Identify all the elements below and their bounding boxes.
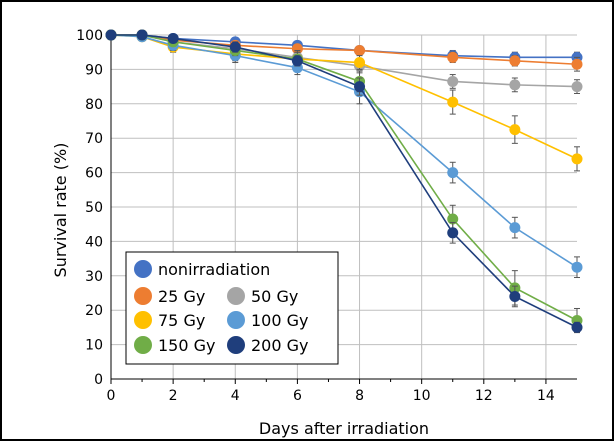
data-point-200-gy xyxy=(291,55,303,67)
data-point-50-gy xyxy=(447,75,459,87)
data-point-25-gy xyxy=(354,44,366,56)
x-tick-label: 14 xyxy=(537,388,555,404)
series-200-gy xyxy=(105,29,583,334)
legend-marker-200-gy xyxy=(227,336,245,354)
y-axis-title: Survival rate (%) xyxy=(51,143,70,278)
y-tick-label: 0 xyxy=(94,372,103,388)
legend-marker-25-gy xyxy=(134,287,152,305)
legend-marker-75-gy xyxy=(134,311,152,329)
data-point-100-gy xyxy=(509,222,521,234)
y-tick-label: 80 xyxy=(85,97,103,113)
x-tick-label: 2 xyxy=(169,388,178,404)
x-tick-label: 4 xyxy=(231,388,240,404)
y-tick-label: 60 xyxy=(85,166,103,182)
data-point-75-gy xyxy=(354,57,366,69)
y-tick-label: 20 xyxy=(85,303,103,319)
legend-marker-150-gy xyxy=(134,336,152,354)
legend-label-25-gy: 25 Gy xyxy=(158,287,205,306)
y-tick-label: 30 xyxy=(85,269,103,285)
legend-label-100-gy: 100 Gy xyxy=(251,311,309,330)
data-point-200-gy xyxy=(354,81,366,93)
y-tick-label: 50 xyxy=(85,200,103,216)
x-axis-title: Days after irradiation xyxy=(259,419,429,438)
series xyxy=(105,29,583,334)
data-point-25-gy xyxy=(291,43,303,55)
data-point-50-gy xyxy=(509,79,521,91)
data-point-25-gy xyxy=(509,55,521,67)
data-point-200-gy xyxy=(136,29,148,41)
data-point-200-gy xyxy=(167,32,179,44)
y-tick-label: 90 xyxy=(85,62,103,78)
x-tick-label: 12 xyxy=(475,388,493,404)
legend-marker-100-gy xyxy=(227,311,245,329)
legend-marker-50-gy xyxy=(227,287,245,305)
data-point-200-gy xyxy=(571,321,583,333)
legend-label-nonirradiation: nonirradiation xyxy=(158,260,270,279)
data-point-200-gy xyxy=(447,227,459,239)
data-point-200-gy xyxy=(105,29,117,41)
data-point-100-gy xyxy=(571,261,583,273)
legend: nonirradiation 25 Gy 50 Gy 75 Gy 100 Gy 150 G… xyxy=(125,251,339,365)
legend-marker-nonirradiation xyxy=(134,260,152,278)
series-100-gy xyxy=(105,29,583,279)
y-tick-label: 70 xyxy=(85,131,103,147)
legend-label-50-gy: 50 Gy xyxy=(251,287,298,306)
data-point-75-gy xyxy=(447,96,459,108)
x-tick-label: 6 xyxy=(293,388,302,404)
x-tick-label: 8 xyxy=(355,388,364,404)
data-point-25-gy xyxy=(571,58,583,70)
data-point-25-gy xyxy=(447,51,459,63)
legend-label-150-gy: 150 Gy xyxy=(158,336,216,355)
legend-label-75-gy: 75 Gy xyxy=(158,311,205,330)
y-tick-label: 100 xyxy=(76,28,103,44)
series-line-75-gy xyxy=(110,34,578,160)
x-tick-label: 0 xyxy=(107,388,116,404)
data-point-100-gy xyxy=(447,167,459,179)
x-tick-label: 10 xyxy=(413,388,431,404)
legend-label-200-gy: 200 Gy xyxy=(251,336,309,355)
axes: 0 10 20 30 40 50 60 70 80 90 100 0 2 4 6 8 10 12 14 xyxy=(76,28,577,404)
data-point-75-gy xyxy=(571,153,583,165)
data-point-50-gy xyxy=(571,81,583,93)
data-point-200-gy xyxy=(229,41,241,53)
data-point-150-gy xyxy=(447,213,459,225)
y-tick-label: 40 xyxy=(85,234,103,250)
data-point-200-gy xyxy=(509,290,521,302)
data-point-75-gy xyxy=(509,124,521,136)
y-tick-label: 10 xyxy=(85,338,103,354)
